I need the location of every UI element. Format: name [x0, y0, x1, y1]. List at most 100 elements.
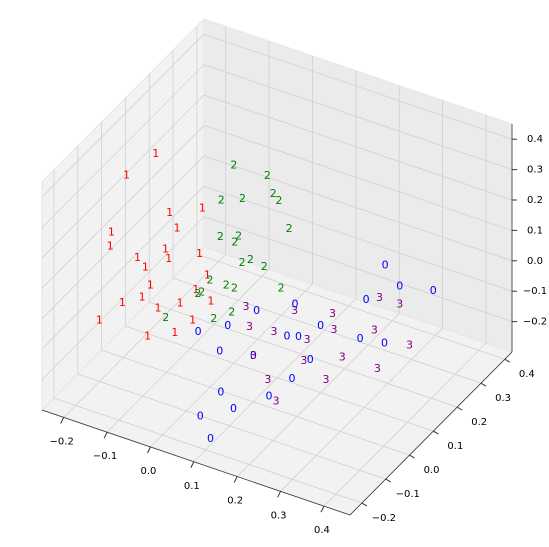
point-label: 1	[134, 251, 141, 264]
x-tick	[60, 417, 65, 424]
point-label: 0	[382, 259, 389, 272]
y-tick	[361, 502, 368, 507]
point-label: 1	[96, 314, 103, 327]
point-label: 0	[216, 345, 223, 358]
grid-line	[41, 216, 205, 380]
point-label: 2	[217, 230, 224, 243]
point-label: 2	[270, 187, 277, 200]
point-label: 3	[291, 304, 298, 317]
point-label: 3	[273, 394, 280, 407]
point-label: 2	[207, 274, 214, 287]
point-label: 3	[304, 333, 311, 346]
point-label: 3	[300, 354, 307, 367]
axis-line	[349, 351, 513, 516]
grid-line	[203, 64, 513, 170]
point-label: 1	[196, 247, 203, 260]
grid-line	[323, 342, 487, 507]
point-label: 3	[264, 373, 271, 386]
point-label: 0	[283, 329, 290, 342]
x-tick-label: 0.4	[314, 525, 330, 536]
point-label: 1	[192, 283, 199, 296]
point-label: 1	[154, 301, 161, 314]
point-label: 2	[210, 312, 217, 325]
point-label: 0	[195, 325, 202, 338]
point-label: 3	[250, 349, 257, 362]
y-tick	[504, 358, 511, 363]
y-tick	[433, 430, 439, 435]
point-label: 1	[144, 330, 151, 343]
grid-line	[149, 301, 458, 408]
y-tick-label: 0.4	[519, 369, 535, 380]
point-label: 0	[291, 298, 298, 311]
y-tick	[480, 382, 487, 387]
x-tick-label: −0.2	[50, 436, 74, 447]
point-label: 0	[253, 304, 260, 317]
z-tick-label: 0.2	[527, 195, 543, 206]
point-label: 0	[224, 319, 231, 332]
point-label: 1	[107, 240, 114, 253]
grid-line	[63, 254, 226, 418]
point-label: 3	[374, 362, 381, 375]
x-tick	[277, 491, 282, 498]
point-label: 1	[204, 268, 211, 281]
point-label: 2	[223, 278, 230, 291]
point-label: 3	[323, 373, 330, 386]
point-label: 0	[396, 279, 403, 292]
point-label: 1	[174, 222, 181, 235]
y-tick-label: 0.2	[471, 417, 487, 428]
point-label: 2	[228, 305, 235, 318]
x-tick	[233, 476, 238, 483]
point-label: 0	[217, 385, 224, 398]
point-label: 3	[246, 320, 253, 333]
y-tick-label: −0.1	[396, 489, 420, 500]
point-label: 2	[239, 192, 246, 205]
point-label: 1	[171, 326, 178, 339]
point-label: 2	[230, 158, 237, 171]
point-label: 2	[286, 222, 293, 235]
grid-line	[203, 185, 513, 292]
z-tick-label: −0.1	[523, 286, 547, 297]
point-label: 0	[295, 330, 302, 343]
z-tick-label: −0.2	[523, 317, 547, 328]
point-label: 0	[207, 432, 214, 445]
point-label: 2	[235, 230, 242, 243]
z-tick-label: 0.4	[527, 134, 543, 145]
point-label: 1	[199, 202, 206, 215]
grid-line	[203, 33, 513, 140]
point-label: 0	[266, 389, 273, 402]
point-label: 0	[307, 353, 314, 366]
point-label: 2	[194, 287, 201, 300]
grid-line	[106, 268, 270, 433]
x-tick-label: 0.2	[227, 496, 243, 507]
point-label: 2	[278, 281, 285, 294]
grid-line	[101, 349, 410, 456]
point-label: 1	[165, 252, 172, 265]
point-label: 2	[231, 236, 238, 249]
point-label: 3	[371, 324, 378, 337]
grid-line	[280, 328, 443, 492]
y-tick	[456, 406, 463, 411]
point-label: 1	[147, 278, 154, 291]
point-label: 1	[108, 226, 115, 239]
point-label: 1	[139, 291, 146, 304]
x-tick	[147, 446, 151, 454]
point-label: 2	[239, 256, 246, 269]
y-tick	[409, 454, 415, 459]
point-label: 1	[119, 296, 126, 309]
grid-line	[193, 298, 357, 463]
point-label: 1	[189, 313, 196, 326]
grid-line	[77, 373, 386, 480]
point-label: 3	[270, 325, 277, 338]
grid-line	[236, 313, 400, 477]
point-label: 2	[275, 194, 282, 207]
y-tick-label: 0.1	[447, 441, 463, 452]
point-label: 1	[152, 147, 159, 160]
y-tick-label: −0.2	[372, 513, 396, 524]
axis-line	[41, 409, 351, 516]
point-label: 0	[250, 349, 257, 362]
grid-line	[53, 397, 363, 504]
y-tick-label: 0.0	[424, 465, 440, 476]
grid-line	[41, 64, 205, 228]
